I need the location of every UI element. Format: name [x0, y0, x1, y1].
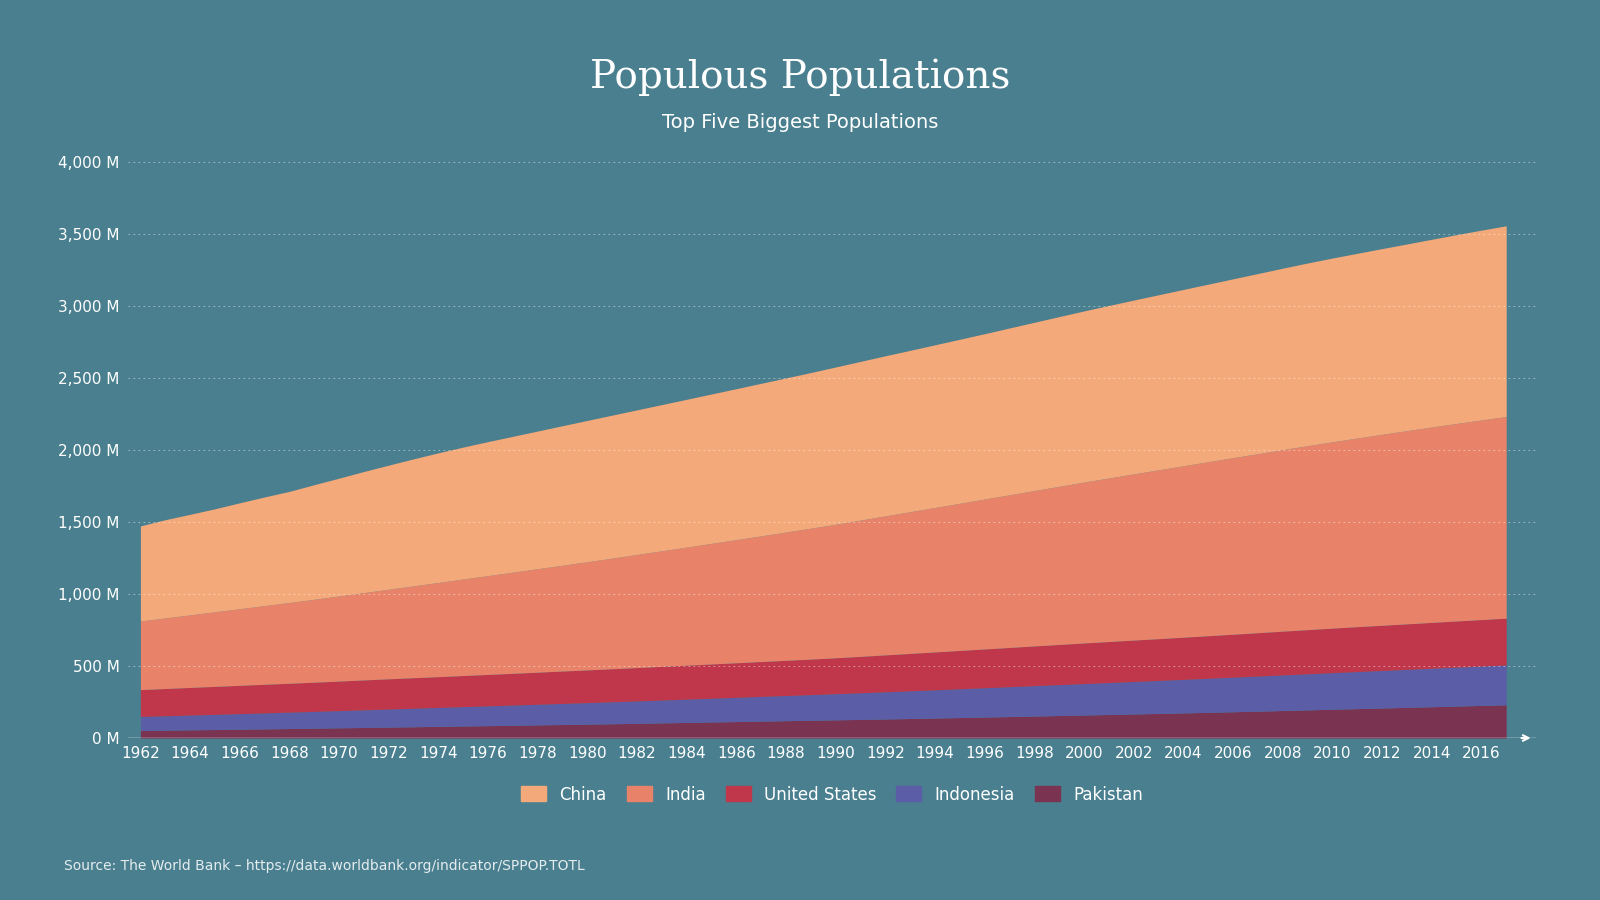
Text: Source: The World Bank – https://data.worldbank.org/indicator/SPPOP.TOTL: Source: The World Bank – https://data.wo…: [64, 859, 584, 873]
Text: Populous Populations: Populous Populations: [590, 58, 1010, 96]
Text: Top Five Biggest Populations: Top Five Biggest Populations: [662, 112, 938, 131]
Legend: China, India, United States, Indonesia, Pakistan: China, India, United States, Indonesia, …: [514, 779, 1150, 810]
